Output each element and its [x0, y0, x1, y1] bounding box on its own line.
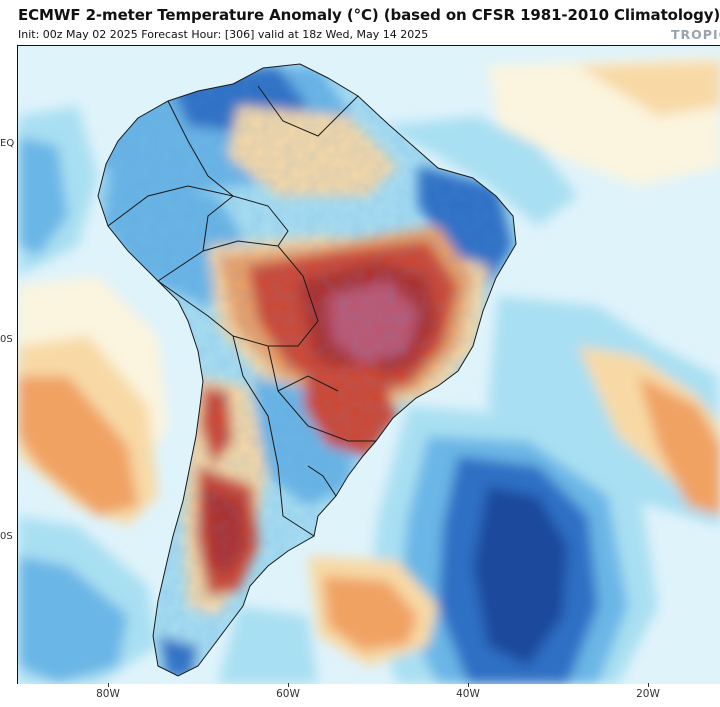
lat-label-eq: EQ — [0, 138, 15, 149]
lat-label-20s: 0S — [0, 334, 13, 345]
anomaly-map — [17, 45, 720, 684]
political-borders — [97, 63, 517, 677]
forecast-info: Init: 00z May 02 2025 Forecast Hour: [30… — [18, 28, 429, 41]
lon-tick — [468, 683, 469, 687]
lon-label-60w: 60W — [276, 688, 300, 700]
ocean-anomalies — [18, 56, 720, 684]
brand-watermark: TROPIC — [671, 27, 720, 42]
lon-label-80w: 80W — [96, 688, 120, 700]
lon-tick — [108, 683, 109, 687]
anomaly-map-canvas — [18, 46, 720, 684]
lat-label-40s: 0S — [0, 531, 13, 542]
lon-label-40w: 40W — [456, 688, 480, 700]
map-title: ECMWF 2-meter Temperature Anomaly (°C) (… — [18, 6, 720, 24]
lon-tick — [648, 683, 649, 687]
lon-tick — [288, 683, 289, 687]
lon-label-20w: 20W — [636, 688, 660, 700]
header: ECMWF 2-meter Temperature Anomaly (°C) (… — [0, 0, 720, 46]
